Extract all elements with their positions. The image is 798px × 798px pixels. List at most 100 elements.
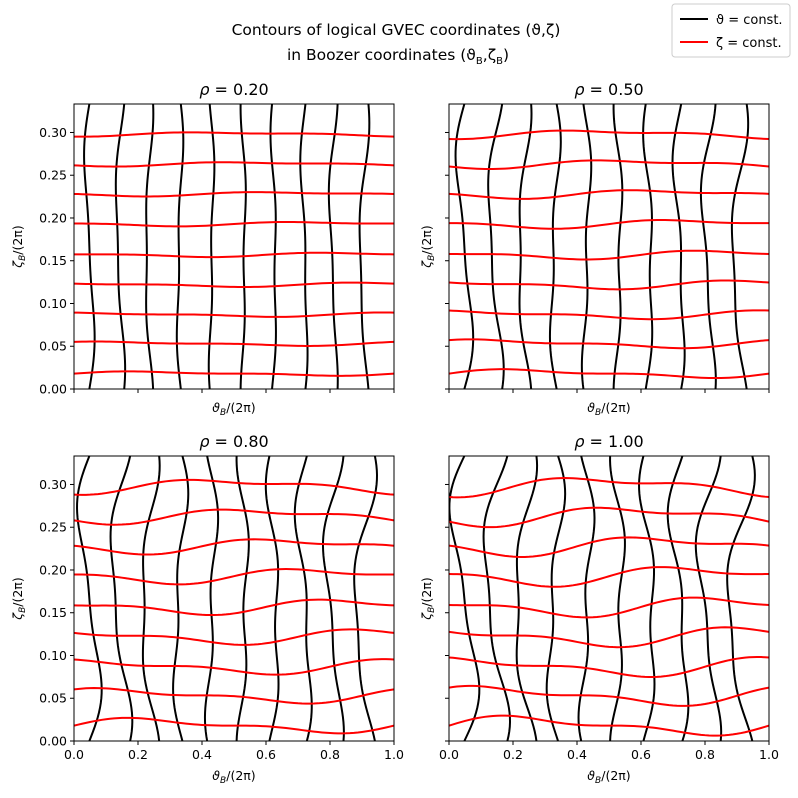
zeta-const-line — [74, 658, 394, 676]
zeta-const-line — [74, 370, 394, 377]
panel-title: ρ = 0.50 — [574, 80, 643, 99]
theta-const-line — [577, 456, 596, 741]
theta-const-line — [454, 104, 475, 389]
zeta-const-line — [74, 251, 394, 259]
zeta-const-line — [449, 249, 769, 261]
theta-const-line — [487, 104, 505, 389]
x-tick-label: 0.0 — [64, 747, 84, 762]
y-tick-label: 0.25 — [39, 520, 67, 535]
y-tick-label: 0.15 — [39, 253, 67, 268]
axes-frame — [73, 103, 395, 390]
contour-lines — [74, 456, 394, 741]
panel-title: ρ = 1.00 — [574, 432, 643, 451]
theta-const-line — [239, 104, 247, 389]
y-tick-label: 0.00 — [39, 734, 67, 749]
theta-const-line — [699, 104, 717, 389]
zeta-const-line — [449, 477, 769, 499]
contour-lines — [74, 104, 394, 389]
zeta-const-line — [74, 220, 394, 228]
zeta-const-line — [74, 568, 394, 586]
figure-title-line1: Contours of logical GVEC coordinates (ϑ,… — [232, 21, 561, 39]
x-axis-label: ϑB/(2π) — [212, 768, 255, 786]
zeta-const-line — [74, 598, 394, 617]
panel-top-left: 0.00 0.05 0.10 0.15 0.20 0.25 0.30 ρ = 0.20 ϑB/(… — [10, 80, 395, 418]
theta-const-line — [76, 456, 103, 741]
theta-const-line — [114, 104, 127, 389]
zeta-const-line — [74, 687, 394, 705]
y-tick-label: 0.30 — [39, 477, 67, 492]
theta-const-line — [327, 104, 339, 389]
legend-label-theta: ϑ = const. — [716, 13, 783, 28]
zeta-const-line — [449, 596, 769, 619]
contour-lines — [449, 456, 769, 741]
y-axis-label: ζB/(2π) — [419, 225, 437, 268]
zeta-const-line — [449, 219, 769, 230]
zeta-const-line — [449, 506, 769, 529]
axes-frame — [448, 455, 770, 742]
y-tick-label: 0.20 — [39, 562, 67, 577]
zeta-const-line — [449, 714, 769, 737]
zeta-const-line — [74, 508, 394, 526]
zeta-const-line — [74, 191, 394, 198]
theta-const-line — [353, 456, 379, 741]
zeta-const-line — [449, 129, 769, 141]
theta-const-line — [358, 104, 371, 389]
axes-frame — [448, 103, 770, 390]
y-tick-label: 0.10 — [39, 648, 67, 663]
figure-title-line2: in Boozer coordinates (ϑB,ζB) — [287, 46, 509, 67]
zeta-const-line — [449, 159, 769, 171]
theta-const-line — [321, 456, 345, 741]
x-tick-label: 0.0 — [439, 747, 459, 762]
theta-const-line — [83, 104, 96, 389]
theta-const-line — [726, 456, 756, 741]
x-axis-label: ϑB/(2π) — [587, 400, 630, 418]
zeta-const-line — [74, 716, 394, 735]
x-tick-label: 1.0 — [759, 747, 779, 762]
theta-const-line — [642, 104, 654, 389]
theta-const-line — [293, 456, 313, 741]
x-tick-label: 0.6 — [256, 747, 276, 762]
theta-const-line — [207, 104, 216, 389]
theta-const-line — [671, 104, 686, 389]
y-axis-label: ζB/(2π) — [419, 577, 437, 620]
x-tick-label: 0.8 — [695, 747, 715, 762]
legend-label-zeta: ζ = const. — [716, 36, 782, 51]
zeta-const-line — [449, 684, 769, 707]
x-tick-label: 0.6 — [631, 747, 651, 762]
y-tick-label: 0.15 — [39, 605, 67, 620]
panel-bottom-right: 0.0 0.2 0.4 0.6 0.8 1.0 ρ = 1.00 ϑB/(2π) ζB/(2π) — [419, 432, 779, 786]
theta-const-line — [518, 104, 533, 389]
zeta-const-line — [449, 656, 769, 678]
y-tick-label: 0.30 — [39, 125, 67, 140]
zeta-const-line — [74, 340, 394, 347]
panel-top-right: ρ = 0.50 ϑB/(2π) ζB/(2π) — [419, 80, 770, 418]
y-tick-label: 0.20 — [39, 210, 67, 225]
theta-const-line — [172, 456, 190, 741]
zeta-const-line — [449, 536, 769, 558]
axes-frame — [73, 455, 395, 742]
panel-bottom-left: 0.0 0.2 0.4 0.6 0.8 1.0 0.00 0.05 0.10 0.15 0.20 0.… — [10, 432, 404, 786]
x-axis-label: ϑB/(2π) — [587, 768, 630, 786]
zeta-const-line — [74, 131, 394, 138]
zeta-const-line — [449, 368, 769, 380]
y-axis-label: ζB/(2π) — [10, 577, 28, 620]
theta-const-line — [109, 456, 134, 741]
theta-const-line — [264, 456, 280, 741]
y-tick-label: 0.10 — [39, 296, 67, 311]
theta-const-line — [638, 456, 656, 741]
x-tick-label: 0.8 — [320, 747, 340, 762]
x-tick-label: 0.2 — [128, 747, 148, 762]
zeta-const-line — [74, 538, 394, 556]
zeta-const-line — [449, 626, 769, 649]
zeta-const-line — [449, 279, 769, 291]
theta-const-line — [145, 104, 155, 389]
y-tick-label: 0.00 — [39, 382, 67, 397]
theta-const-line — [580, 104, 593, 389]
theta-const-line — [141, 456, 161, 741]
theta-const-line — [203, 456, 220, 741]
x-tick-label: 0.4 — [192, 747, 212, 762]
x-tick-label: 0.2 — [503, 747, 523, 762]
panel-title: ρ = 0.80 — [199, 432, 268, 451]
zeta-const-line — [74, 628, 394, 646]
